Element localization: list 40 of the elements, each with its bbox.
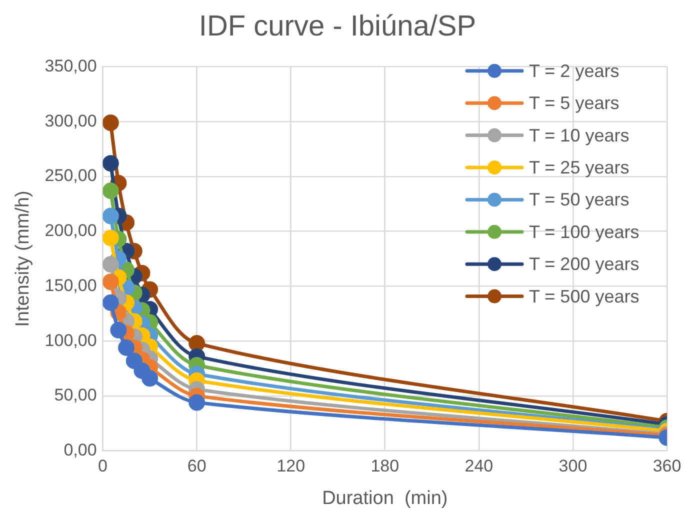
point [102, 230, 119, 246]
point [188, 394, 206, 411]
y-tick-label: 250,00 [44, 166, 97, 186]
x-tick-label: 300 [558, 456, 588, 476]
point [110, 322, 127, 338]
point [102, 155, 119, 172]
x-tick-label: 240 [464, 456, 494, 476]
x-tick-label: 60 [187, 456, 206, 476]
y-tick-label: 300,00 [44, 111, 97, 130]
point [102, 256, 119, 273]
x-tick-label: 120 [276, 456, 306, 476]
y-tick-label: 200,00 [44, 221, 97, 240]
legend-label: T = 50 years [529, 190, 630, 210]
y-tick-label: 50,00 [54, 386, 97, 405]
chart-title: IDF curve - Ibiúna/SP [198, 10, 476, 42]
y-tick-label: 350,00 [44, 56, 97, 76]
point [102, 294, 119, 311]
x-tick-label: 0 [98, 456, 108, 476]
legend-label: T = 500 years [529, 286, 640, 306]
legend-label: T = 100 years [529, 222, 640, 242]
point [102, 182, 119, 200]
y-axis-title: Intensity (mm/h) [12, 190, 34, 327]
x-tick-label: 180 [370, 456, 400, 476]
y-tick-label: 0,00 [64, 440, 97, 460]
legend-label: T = 200 years [529, 254, 640, 274]
y-tick-label: 150,00 [44, 276, 97, 295]
legend-label: T = 2 years [529, 60, 620, 81]
point [102, 274, 119, 290]
point [126, 352, 142, 370]
point [118, 339, 135, 356]
legend-label: T = 10 years [529, 125, 630, 146]
point [102, 208, 119, 224]
legend-label: T = 5 years [529, 93, 620, 114]
legend-label: T = 25 years [529, 157, 630, 178]
point [142, 370, 158, 387]
point [102, 114, 119, 132]
x-axis-title: Duration (min) [322, 488, 448, 509]
y-tick-label: 100,00 [44, 330, 97, 350]
x-tick-label: 360 [652, 456, 682, 476]
point [188, 335, 206, 352]
